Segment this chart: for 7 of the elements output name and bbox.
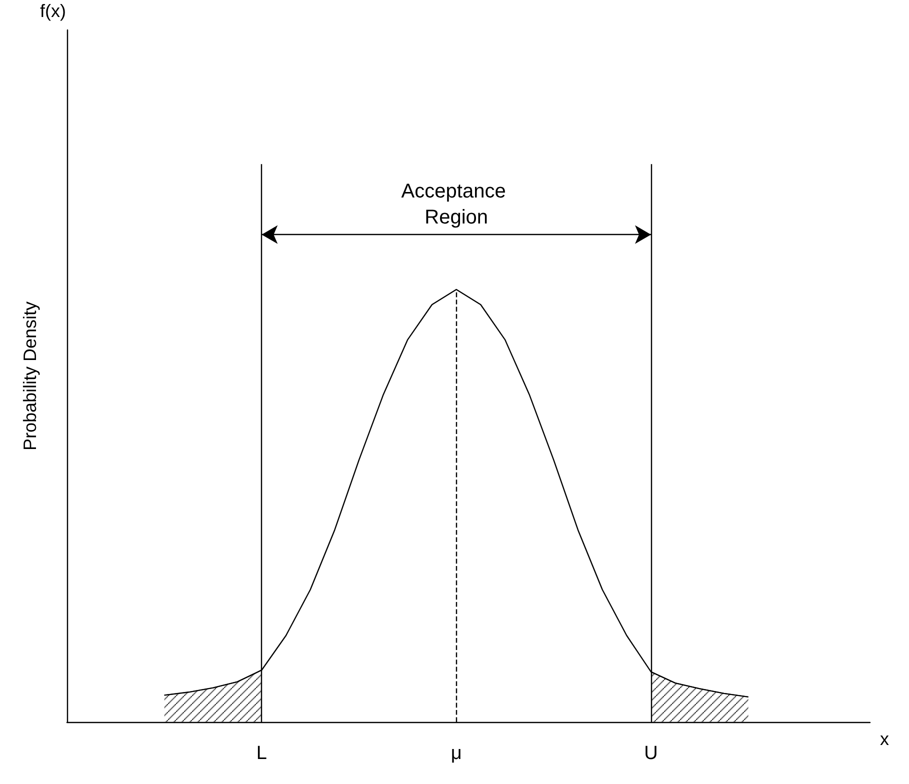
x-tick-label: U <box>644 743 658 764</box>
text: Acceptance Region <box>401 180 512 229</box>
y-axis-title: Probability Density <box>20 301 40 451</box>
x-tick-label: L <box>256 743 267 764</box>
text: f(x) <box>40 1 66 21</box>
x-axis-title: x <box>880 729 889 749</box>
x-tick-label: μ <box>450 743 462 764</box>
